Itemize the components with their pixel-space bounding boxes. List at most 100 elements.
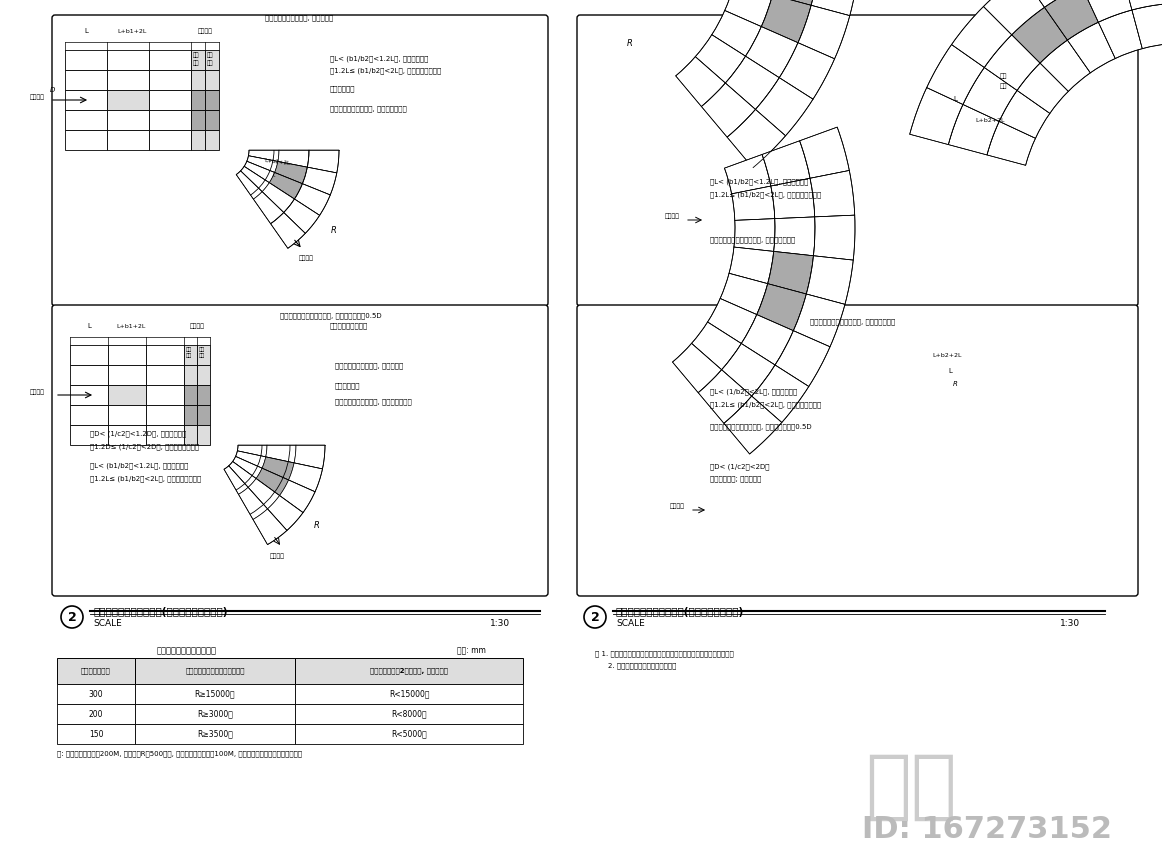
Polygon shape [725, 0, 773, 27]
Text: R≥3000时: R≥3000时 [198, 710, 232, 718]
Polygon shape [1017, 63, 1068, 114]
Polygon shape [752, 365, 809, 422]
Text: 若1.2L≤ (b1/b2）<2L时, 整切铸波石材均分: 若1.2L≤ (b1/b2）<2L时, 整切铸波石材均分 [330, 67, 442, 74]
Text: D: D [50, 87, 56, 93]
Bar [198, 385, 210, 405]
Bar [191, 130, 205, 150]
Polygon shape [1012, 8, 1068, 63]
Text: 沿装石材现场精形加工, 长度按实际: 沿装石材现场精形加工, 长度按实际 [335, 362, 403, 369]
Text: 150: 150 [88, 729, 103, 739]
Text: 1:30: 1:30 [1060, 619, 1079, 628]
Bar [70, 345, 108, 365]
Text: 若L< (b1/b2）<1.2L时, 石材锯主放线: 若L< (b1/b2）<1.2L时, 石材锯主放线 [710, 178, 809, 185]
Polygon shape [1040, 40, 1090, 91]
Polygon shape [229, 462, 256, 487]
Bar [191, 50, 205, 70]
Polygon shape [712, 10, 761, 56]
Text: 距离: 距离 [207, 60, 214, 66]
Polygon shape [263, 457, 294, 480]
Polygon shape [307, 150, 339, 173]
Text: L+b1+2L: L+b1+2L [116, 324, 145, 329]
Text: 2: 2 [590, 610, 600, 623]
Polygon shape [910, 87, 963, 144]
Text: R<5000时: R<5000时 [392, 729, 426, 739]
Polygon shape [691, 322, 741, 369]
Text: 圆弧找整板整形加工: 圆弧找整板整形加工 [330, 322, 368, 328]
Bar [107, 130, 149, 150]
Bar [107, 90, 149, 110]
Text: L: L [84, 28, 88, 34]
Text: R≥15000时: R≥15000时 [195, 689, 236, 699]
Text: L+b2+2L: L+b2+2L [265, 158, 290, 167]
Polygon shape [987, 121, 1035, 165]
Polygon shape [246, 156, 278, 173]
FancyBboxPatch shape [52, 15, 548, 306]
Bar [108, 365, 146, 385]
Polygon shape [798, 5, 849, 59]
Text: SCALE: SCALE [616, 619, 645, 628]
Polygon shape [237, 445, 267, 457]
Bar [184, 345, 198, 365]
Text: 距离: 距离 [193, 60, 200, 66]
Text: 角位线钢刷方: 角位线钢刷方 [330, 85, 356, 91]
Polygon shape [813, 215, 855, 260]
Text: 波打材宽度尺寸: 波打材宽度尺寸 [81, 668, 110, 675]
Polygon shape [775, 331, 830, 386]
Text: L: L [953, 96, 957, 102]
Polygon shape [294, 184, 330, 215]
Polygon shape [675, 56, 725, 107]
Polygon shape [673, 344, 722, 392]
Polygon shape [238, 487, 267, 520]
Polygon shape [794, 294, 845, 347]
Text: R: R [331, 226, 337, 235]
Text: 1:30: 1:30 [490, 619, 510, 628]
Bar [70, 385, 108, 405]
Polygon shape [708, 298, 756, 344]
Text: 沿经波打石材整板整形加工, 且边缘长度均匀: 沿经波打石材整板整形加工, 且边缘长度均匀 [810, 318, 895, 325]
Text: R: R [627, 38, 633, 48]
Text: L+b2+2L: L+b2+2L [932, 353, 961, 358]
Polygon shape [249, 479, 280, 509]
Text: 200: 200 [88, 710, 103, 718]
Text: R: R [314, 521, 320, 529]
Bar [191, 70, 205, 90]
Polygon shape [725, 56, 780, 109]
Polygon shape [810, 170, 855, 217]
Polygon shape [274, 162, 307, 184]
Bar [108, 405, 146, 425]
Bar [65, 50, 107, 70]
Polygon shape [256, 469, 288, 496]
Polygon shape [756, 284, 806, 331]
Text: 角位线钢刷方: 角位线钢刷方 [335, 382, 360, 389]
Bar [295, 724, 523, 744]
Polygon shape [774, 217, 815, 256]
Bar [135, 684, 295, 704]
Bar [149, 110, 191, 130]
Polygon shape [1045, 0, 1098, 40]
Text: 若D< (1/c2）<2D时: 若D< (1/c2）<2D时 [710, 463, 769, 469]
Polygon shape [232, 457, 263, 479]
Polygon shape [722, 344, 775, 396]
Bar [149, 70, 191, 90]
Text: 铺装波打拼接施工指引图(直线与弧线转角处二): 铺装波打拼接施工指引图(直线与弧线转角处二) [93, 607, 228, 617]
Text: R: R [953, 381, 957, 387]
Text: 当1.2D≤ (1/c2）<2D时, 按切圆角石材均分: 当1.2D≤ (1/c2）<2D时, 按切圆角石材均分 [89, 443, 199, 450]
FancyBboxPatch shape [578, 305, 1138, 596]
Bar [65, 90, 107, 110]
Text: 注: 波打材宽度尺寸为200M, 转弯弧度R在500以上, 波打材宽度尺寸不超100M, 使用时以波打材宽尺寸进行选用。: 注: 波打材宽度尺寸为200M, 转弯弧度R在500以上, 波打材宽度尺寸不超1… [57, 750, 302, 757]
Text: 铺装方向: 铺装方向 [665, 213, 680, 219]
Bar [65, 130, 107, 150]
Text: 若1.2L≤ (b1/b2）<2L时, 整切铸波石材均分: 若1.2L≤ (b1/b2）<2L时, 整切铸波石材均分 [710, 191, 822, 198]
Polygon shape [270, 173, 302, 199]
Bar [107, 110, 149, 130]
Bar [70, 405, 108, 425]
Text: 铺装波打材适用2个圆心时, 转角处尺寸: 铺装波打材适用2个圆心时, 转角处尺寸 [370, 668, 449, 675]
Bar [135, 658, 295, 684]
Polygon shape [927, 44, 984, 104]
Polygon shape [702, 83, 755, 137]
Bar [146, 405, 184, 425]
Polygon shape [698, 369, 752, 423]
Text: 当D< (1/c2）<1.2D时, 石材锯主放线: 当D< (1/c2）<1.2D时, 石材锯主放线 [89, 430, 186, 437]
Bar [57, 658, 135, 684]
Bar [191, 110, 205, 130]
